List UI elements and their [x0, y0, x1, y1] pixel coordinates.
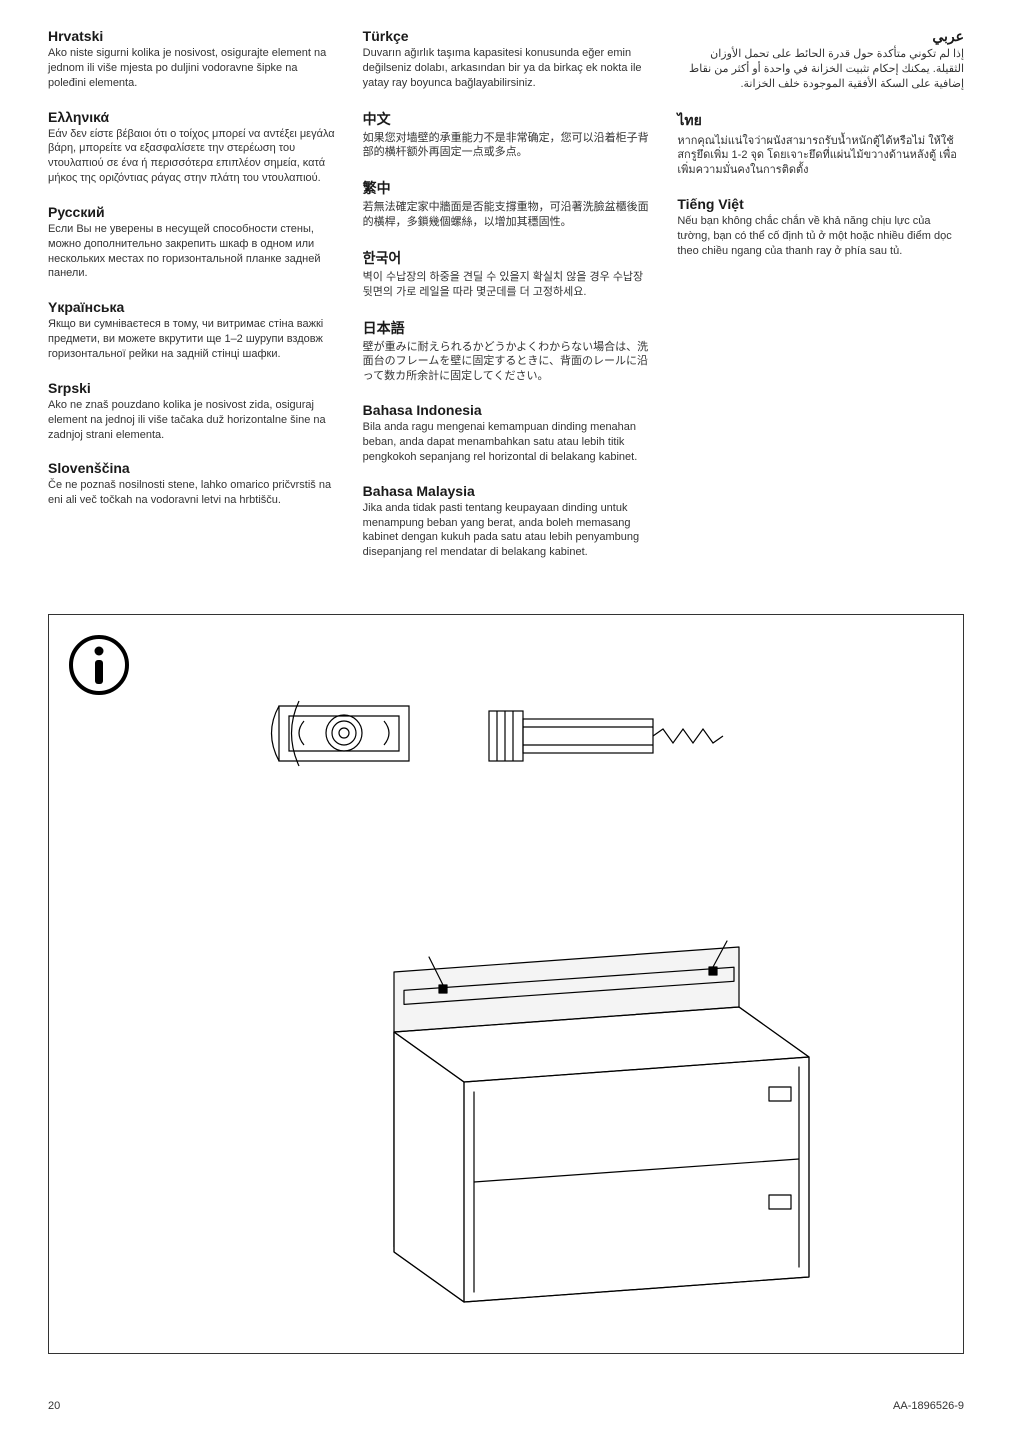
lang-block: 한국어 벽이 수납장의 하중을 견딜 수 있을지 확실치 않을 경우 수납장 뒷…	[363, 248, 650, 300]
lang-title: عربي	[677, 28, 964, 45]
lang-body: 壁が重みに耐えられるかどうかよくわからない場合は、洗面台のフレームを壁に固定する…	[363, 340, 650, 385]
lang-title: Русский	[48, 204, 335, 220]
cabinet-isometric-diagram	[309, 937, 829, 1317]
lang-title: 繁中	[363, 178, 650, 198]
lang-title: Bahasa Malaysia	[363, 483, 650, 499]
lang-body: Bila anda ragu mengenai kemampuan dindin…	[363, 420, 650, 465]
lang-body: 벽이 수납장의 하중을 견딜 수 있을지 확실치 않을 경우 수납장 뒷면의 가…	[363, 270, 650, 300]
lang-body: 若無法確定家中牆面是否能支撐重物，可沿著洗臉盆櫃後面的橫桿，多鎖幾個螺絲，以增加…	[363, 200, 650, 230]
lang-block: Bahasa Indonesia Bila anda ragu mengenai…	[363, 402, 650, 465]
page-footer: 20 AA-1896526-9	[48, 1400, 964, 1412]
lang-title: Türkçe	[363, 28, 650, 44]
lang-title: Tiếng Việt	[677, 196, 964, 212]
lang-title: 中文	[363, 109, 650, 129]
document-id: AA-1896526-9	[893, 1400, 964, 1412]
lang-block: Yкраїнська Якщо ви сумніваєтеся в тому, …	[48, 299, 335, 362]
page-number: 20	[48, 1400, 60, 1412]
lang-body: Nếu bạn không chắc chắn về khả năng chịu…	[677, 214, 964, 259]
lang-body: Če ne poznaš nosilnosti stene, lahko oma…	[48, 478, 335, 508]
lang-block: Bahasa Malaysia Jika anda tidak pasti te…	[363, 483, 650, 560]
lang-block: Русский Если Вы не уверены в несущей спо…	[48, 204, 335, 281]
lang-body: Ako ne znaš pouzdano kolika je nosivost …	[48, 398, 335, 443]
lang-title: Slovenščina	[48, 460, 335, 476]
lang-title: 日本語	[363, 318, 650, 338]
lang-body: Jika anda tidak pasti tentang keupayaan …	[363, 501, 650, 560]
lang-body: 如果您对墙壁的承重能力不是非常确定，您可以沿着柜子背部的横杆额外再固定一点或多点…	[363, 131, 650, 161]
lang-block: 繁中 若無法確定家中牆面是否能支撐重物，可沿著洗臉盆櫃後面的橫桿，多鎖幾個螺絲，…	[363, 178, 650, 230]
lang-body: Εάν δεν είστε βέβαιοι ότι ο τοίχος μπορε…	[48, 127, 335, 186]
lang-title: Bahasa Indonesia	[363, 402, 650, 418]
info-icon	[67, 633, 131, 697]
lang-body: Если Вы не уверены в несущей способности…	[48, 222, 335, 281]
lang-block: Srpski Ako ne znaš pouzdano kolika je no…	[48, 380, 335, 443]
lang-block: Slovenščina Če ne poznaš nosilnosti sten…	[48, 460, 335, 508]
lang-block: ไทย หากคุณไม่แน่ใจว่าผนังสามารถรับน้ำหนั…	[677, 110, 964, 179]
lang-block: 日本語 壁が重みに耐えられるかどうかよくわからない場合は、洗面台のフレームを壁に…	[363, 318, 650, 385]
lang-block: Ελληνικά Εάν δεν είστε βέβαιοι ότι ο τοί…	[48, 109, 335, 186]
lang-title: Hrvatski	[48, 28, 335, 44]
lang-title: ไทย	[677, 110, 964, 132]
lang-block: Türkçe Duvarın ağırlık taşıma kapasitesi…	[363, 28, 650, 91]
lang-body: إذا لم تكوني متأكدة حول قدرة الحائط على …	[677, 47, 964, 92]
lang-title: 한국어	[363, 248, 650, 268]
lang-body: Якщо ви сумніваєтеся в тому, чи витримає…	[48, 317, 335, 362]
lang-title: Ελληνικά	[48, 109, 335, 125]
lang-block: 中文 如果您对墙壁的承重能力不是非常确定，您可以沿着柜子背部的横杆额外再固定一点…	[363, 109, 650, 161]
lang-body: หากคุณไม่แน่ใจว่าผนังสามารถรับน้ำหนักตู้…	[677, 134, 964, 179]
lang-title: Yкраїнська	[48, 299, 335, 315]
lang-title: Srpski	[48, 380, 335, 396]
lang-block: عربي إذا لم تكوني متأكدة حول قدرة الحائط…	[677, 28, 964, 92]
lang-block: Tiếng Việt Nếu bạn không chắc chắn về kh…	[677, 196, 964, 259]
column-3: عربي إذا لم تكوني متأكدة حول قدرة الحائط…	[677, 28, 964, 578]
lang-block: Hrvatski Ako niste sigurni kolika je nos…	[48, 28, 335, 91]
column-2: Türkçe Duvarın ağırlık taşıma kapasitesi…	[363, 28, 650, 578]
text-columns: Hrvatski Ako niste sigurni kolika je nos…	[48, 28, 964, 578]
rail-bracket-diagram	[259, 651, 739, 811]
column-1: Hrvatski Ako niste sigurni kolika je nos…	[48, 28, 335, 578]
illustration-panel	[48, 614, 964, 1354]
lang-body: Duvarın ağırlık taşıma kapasitesi konusu…	[363, 46, 650, 91]
lang-body: Ako niste sigurni kolika je nosivost, os…	[48, 46, 335, 91]
